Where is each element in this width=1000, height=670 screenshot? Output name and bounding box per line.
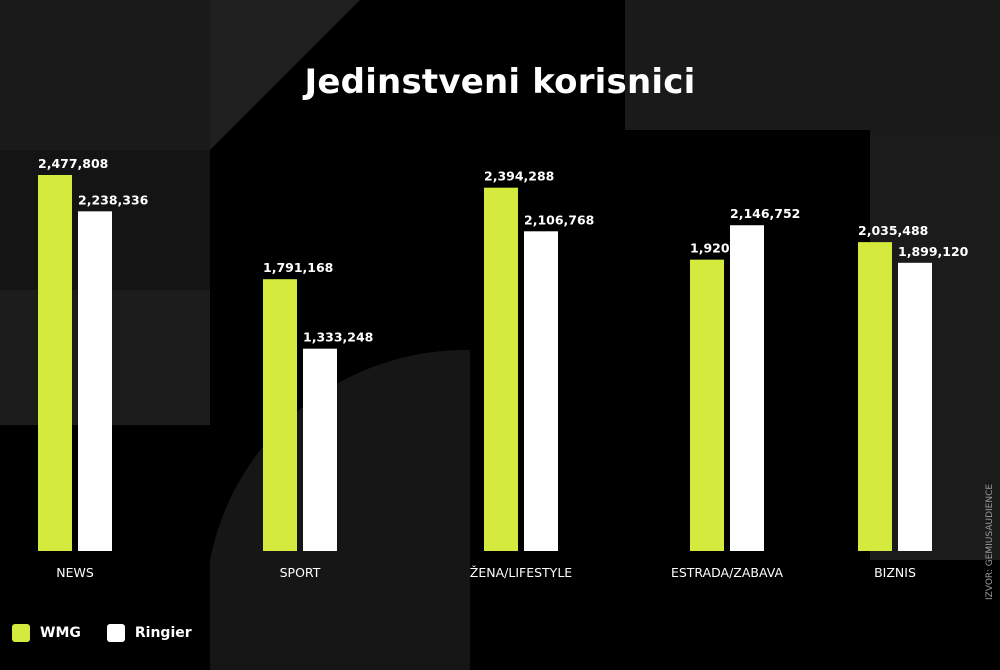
bar-wmg-4 [858, 242, 892, 552]
bar-ringier-0 [78, 211, 112, 551]
bar-ringier-3 [730, 225, 764, 552]
bar-wmg-0 [38, 175, 72, 551]
bar-wmg-3 [690, 259, 724, 551]
value-label-ringier-1: 1,333,248 [303, 330, 373, 345]
category-label-2: ŽENA/LIFESTYLE [470, 565, 572, 580]
source-note: IZVOR: GEMIUSAUDIENCE [985, 483, 995, 600]
value-label-ringier-3: 2,146,752 [730, 206, 800, 221]
bar-ringier-1 [303, 348, 337, 551]
bar-wmg-2 [484, 187, 518, 552]
chart-title: Jedinstveni korisnici [304, 62, 696, 102]
bar-wmg-1 [263, 279, 297, 551]
value-label-wmg-0: 2,477,808 [38, 156, 108, 171]
value-label-ringier-0: 2,238,336 [78, 192, 149, 207]
legend-item-ringier: Ringier [106, 624, 192, 642]
legend-label-ringier: Ringier [134, 625, 192, 641]
value-label-ringier-2: 2,106,768 [524, 212, 594, 227]
value-label-wmg-4: 2,035,488 [858, 223, 928, 238]
value-label-ringier-4: 1,899,120 [898, 244, 969, 259]
category-label-3: ESTRADA/ZABAVA [671, 565, 784, 580]
category-label-4: BIZNIS [874, 565, 916, 580]
value-label-wmg-1: 1,791,168 [263, 260, 333, 275]
legend-label-wmg: WMG [40, 625, 81, 641]
category-label-1: SPORT [280, 565, 321, 580]
bar-ringier-2 [524, 231, 558, 552]
bar-ringier-4 [898, 262, 932, 551]
legend: WMG Ringier [12, 624, 218, 642]
value-label-wmg-2: 2,394,288 [484, 169, 554, 184]
value-label-wmg-3: 1,920,000 [690, 241, 761, 256]
legend-item-wmg: WMG [12, 624, 81, 642]
legend-swatch-wmg [12, 624, 30, 642]
category-label-0: NEWS [56, 565, 94, 580]
legend-swatch-ringier [106, 624, 125, 642]
